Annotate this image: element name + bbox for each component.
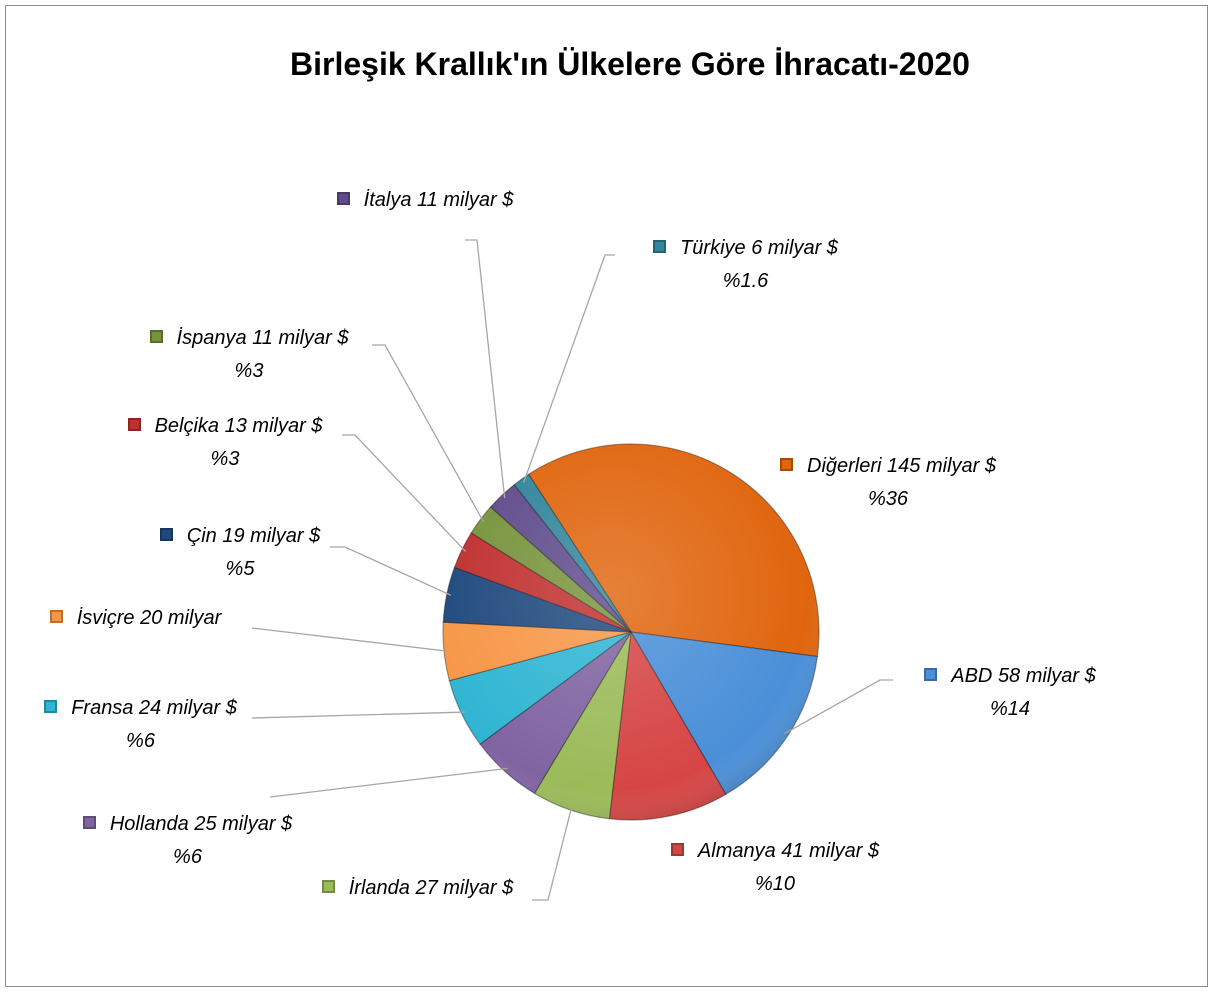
leader-line [465,239,506,499]
value-label: 145 milyar $ [887,455,996,477]
legend-swatch [321,880,335,893]
percent-label: %36 [867,488,909,510]
percent-label: %14 [989,698,1031,720]
category-label: İtalya [363,189,412,211]
category-label: Fransa [71,697,134,719]
category-label: ABD [951,665,993,687]
legend-swatch [49,610,63,623]
legend-swatch [336,192,350,205]
category-label: Hollanda [109,813,189,835]
leader-line [523,254,615,483]
leader-line [330,546,451,596]
data-label: Belçika 13 milyar $ %3 [100,410,350,476]
value-label: 11 milyar $ [252,327,349,349]
percent-label: %6 [126,730,155,752]
value-label: 13 milyar $ [224,415,323,437]
data-label: Almanya 41 milyar $ %10 [645,835,905,901]
category-label: İspanya [176,327,247,349]
percent-label: %5 [225,558,255,580]
category-label: Diğerleri [807,455,882,477]
percent-label: %10 [754,873,796,895]
legend-swatch [653,240,667,253]
legend-swatch [159,528,173,541]
category-label: İrlanda [348,877,410,899]
data-label: İspanya 11 milyar $ %3 [118,322,380,388]
leader-line [251,711,466,719]
leader-line [532,806,573,901]
percent-label: %3 [234,360,264,382]
legend-swatch [780,458,794,471]
data-label: Hollanda 25 milyar $ %6 [55,808,320,874]
data-label: İtalya 11 milyar $ [310,184,540,217]
percent-label: %1.6 [722,270,769,292]
legend-swatch [82,816,96,829]
value-label: 27 milyar $ [415,877,514,899]
value-label: 11 milyar $ [417,189,514,211]
value-label: 20 milyar [140,607,222,629]
legend-swatch [127,418,141,431]
data-label: İsviçre 20 milyar [18,602,253,635]
legend-swatch [924,668,938,681]
percent-label: %3 [210,448,240,470]
value-label: 24 milyar $ [139,697,237,719]
value-label: 6 milyar $ [751,237,838,259]
category-label: Belçika [154,415,220,437]
data-label: ABD 58 milyar $ %14 [905,660,1115,726]
legend-swatch [149,330,163,343]
chart-frame [5,5,1208,987]
legend-swatch [670,843,684,856]
data-label: Türkiye 6 milyar $ %1.6 [628,232,863,298]
category-label: İsviçre [76,607,135,629]
category-label: Çin [186,525,217,547]
data-label: Fransa 24 milyar $ %6 [18,692,263,758]
leader-line [372,344,485,523]
leader-line [251,627,449,652]
leader-line [269,767,508,798]
percent-label: %6 [173,846,202,868]
category-label: Almanya [697,840,776,862]
value-label: 25 milyar $ [194,813,293,835]
value-label: 58 milyar $ [997,665,1096,687]
value-label: 19 milyar $ [222,525,321,547]
chart-title: Birleşik Krallık'ın Ülkelere Göre İhraca… [290,46,970,82]
data-label: Diğerleri 145 milyar $ %36 [768,450,1008,516]
legend-swatch [44,700,58,713]
data-label: İrlanda 27 milyar $ [295,872,540,905]
data-label: Çin 19 milyar $ %5 [135,520,345,586]
leader-line [342,434,467,552]
value-label: 41 milyar $ [781,840,880,862]
category-label: Türkiye [680,237,746,259]
